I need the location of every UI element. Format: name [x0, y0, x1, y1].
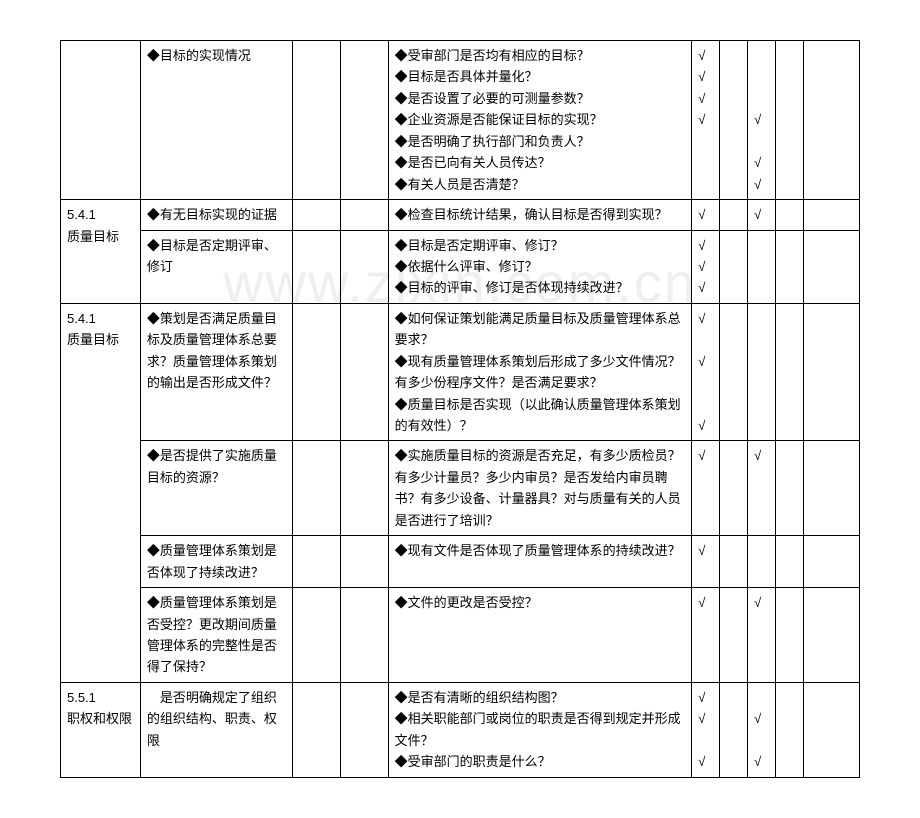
cell	[292, 200, 340, 230]
cell	[776, 303, 804, 441]
table-row: 5.5.1 职权和权限 是否明确规定了组织的组织结构、职责、权限 ◆是否有清晰的组…	[61, 682, 860, 777]
table-row: ◆是否提供了实施质量目标的资源？ ◆实施质量目标的资源是否充足，有多少质检员？有多…	[61, 441, 860, 536]
cell: ◆文件的更改是否受控？	[388, 588, 692, 683]
cell	[776, 230, 804, 303]
cell	[804, 536, 860, 588]
cell: √	[692, 441, 720, 536]
cell: ◆目标是否定期评审、修订	[140, 230, 292, 303]
cell	[776, 588, 804, 683]
cell	[776, 41, 804, 200]
cell: √ √	[748, 682, 776, 777]
cell: 5.4.1 质量目标	[61, 303, 141, 682]
cell	[804, 200, 860, 230]
cell	[804, 682, 860, 777]
cell	[720, 200, 748, 230]
cell	[776, 200, 804, 230]
cell: √	[748, 441, 776, 536]
cell	[292, 230, 340, 303]
cell	[720, 682, 748, 777]
audit-table: ◆目标的实现情况 ◆受审部门是否均有相应的目标？ ◆目标是否具体并量化？ ◆是否设…	[60, 40, 860, 778]
cell	[292, 682, 340, 777]
cell: 5.5.1 职权和权限	[61, 682, 141, 777]
cell: 是否明确规定了组织的组织结构、职责、权限	[140, 682, 292, 777]
table-row: ◆目标是否定期评审、修订 ◆目标是否定期评审、修订？ ◆依据什么评审、修订？ ◆目…	[61, 230, 860, 303]
cell	[340, 230, 388, 303]
cell: ◆有无目标实现的证据	[140, 200, 292, 230]
cell: ◆是否提供了实施质量目标的资源？	[140, 441, 292, 536]
cell: √	[748, 588, 776, 683]
cell	[804, 230, 860, 303]
cell	[748, 536, 776, 588]
cell: √	[692, 200, 720, 230]
cell	[340, 303, 388, 441]
cell	[340, 588, 388, 683]
cell: ◆检查目标统计结果，确认目标是否得到实现？	[388, 200, 692, 230]
cell	[292, 588, 340, 683]
table-row: 5.4.1 质量目标◆有无目标实现的证据◆检查目标统计结果，确认目标是否得到实现…	[61, 200, 860, 230]
cell	[748, 230, 776, 303]
cell	[292, 536, 340, 588]
cell	[720, 230, 748, 303]
cell: √ √ √ √	[692, 41, 720, 200]
cell: ◆策划是否满足质量目标及质量管理体系总要求？质量管理体系策划的输出是否形成文件？	[140, 303, 292, 441]
cell	[292, 441, 340, 536]
table-row: ◆目标的实现情况 ◆受审部门是否均有相应的目标？ ◆目标是否具体并量化？ ◆是否设…	[61, 41, 860, 200]
cell	[720, 303, 748, 441]
cell: 5.4.1 质量目标	[61, 200, 141, 304]
cell	[776, 441, 804, 536]
cell	[61, 41, 141, 200]
cell	[804, 441, 860, 536]
cell	[720, 536, 748, 588]
cell	[776, 682, 804, 777]
table-row: 5.4.1 质量目标◆策划是否满足质量目标及质量管理体系总要求？质量管理体系策划…	[61, 303, 860, 441]
cell	[776, 536, 804, 588]
cell: ◆实施质量目标的资源是否充足，有多少质检员？有多少计量员？多少内审员？是否发给内…	[388, 441, 692, 536]
cell	[748, 303, 776, 441]
cell	[340, 200, 388, 230]
cell	[292, 303, 340, 441]
cell: ◆现有文件是否体现了质量管理体系的持续改进？	[388, 536, 692, 588]
cell: √	[692, 536, 720, 588]
cell: ◆目标是否定期评审、修订？ ◆依据什么评审、修订？ ◆目标的评审、修订是否体现持…	[388, 230, 692, 303]
cell: ◆质量管理体系策划是否受控？更改期间质量管理体系的完整性是否得了保持？	[140, 588, 292, 683]
cell	[720, 41, 748, 200]
cell: √	[692, 588, 720, 683]
cell	[292, 41, 340, 200]
cell	[340, 536, 388, 588]
cell	[804, 588, 860, 683]
table-row: ◆质量管理体系策划是否体现了持续改进？ ◆现有文件是否体现了质量管理体系的持续改进…	[61, 536, 860, 588]
cell: ◆如何保证策划能满足质量目标及质量管理体系总要求？ ◆现有质量管理体系策划后形成…	[388, 303, 692, 441]
cell: ◆目标的实现情况	[140, 41, 292, 200]
cell: √ √ √	[748, 41, 776, 200]
cell: ◆质量管理体系策划是否体现了持续改进？	[140, 536, 292, 588]
cell: ◆受审部门是否均有相应的目标？ ◆目标是否具体并量化？ ◆是否设置了必要的可测量…	[388, 41, 692, 200]
cell: √	[748, 200, 776, 230]
cell	[340, 441, 388, 536]
cell: ◆是否有清晰的组织结构图？ ◆相关职能部门或岗位的职责是否得到规定并形成文件？ …	[388, 682, 692, 777]
cell: √ √ √	[692, 682, 720, 777]
table-row: ◆质量管理体系策划是否受控？更改期间质量管理体系的完整性是否得了保持？ ◆文件的更…	[61, 588, 860, 683]
cell	[340, 41, 388, 200]
cell	[340, 682, 388, 777]
cell	[720, 588, 748, 683]
cell: √ √ √	[692, 303, 720, 441]
cell	[720, 441, 748, 536]
cell: √ √ √	[692, 230, 720, 303]
cell	[804, 303, 860, 441]
cell	[804, 41, 860, 200]
